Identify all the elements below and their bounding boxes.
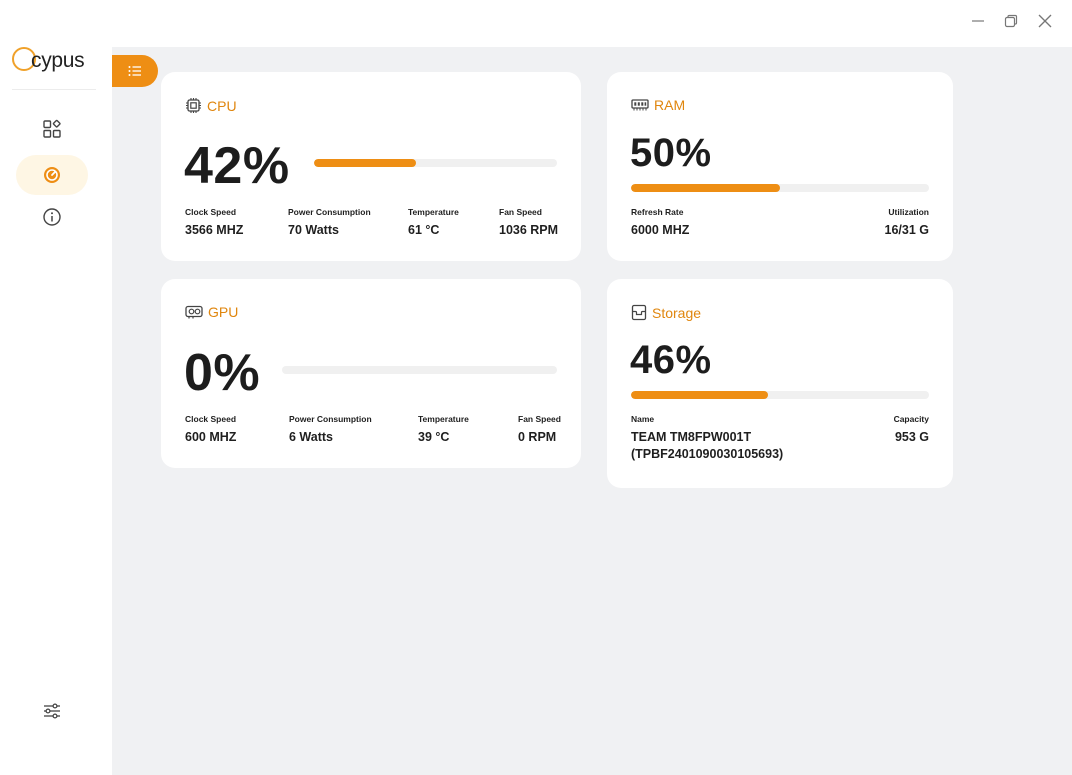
cpu-stat-clock-speed: Clock Speed 3566 MHZ (185, 207, 243, 239)
cpu-usage-bar (314, 159, 557, 167)
sidebar-item-dashboard[interactable] (16, 109, 88, 149)
gpu-card-icon (185, 305, 203, 319)
ram-usage-percent: 50% (630, 131, 712, 175)
cpu-stat-fan-speed: Fan Speed 1036 RPM (499, 207, 558, 239)
ram-title: RAM (654, 97, 686, 113)
ram-stat-refresh-rate: Refresh Rate 6000 MHZ (631, 207, 689, 239)
cpu-card: CPU 42% Clock Speed 3566 MHZ Power Consu… (161, 72, 581, 261)
settings-sliders-icon (44, 703, 60, 719)
app-logo: cypus (12, 44, 96, 74)
gpu-stat-power: Power Consumption 6 Watts (289, 414, 372, 446)
list-menu-icon (128, 66, 141, 76)
title-bar (0, 0, 1072, 47)
main-content: CPU 42% Clock Speed 3566 MHZ Power Consu… (112, 47, 1072, 775)
ram-module-icon (631, 99, 649, 111)
minimize-button[interactable] (963, 8, 993, 34)
close-icon (1038, 14, 1052, 28)
stat-label: Temperature (418, 414, 469, 424)
info-icon (43, 208, 61, 226)
cpu-chip-icon (186, 98, 201, 113)
ram-stat-utilization: Utilization 16/31 G (885, 207, 929, 239)
stat-value: 16/31 G (884, 223, 929, 237)
divider (12, 89, 96, 90)
stat-label: Clock Speed (185, 207, 237, 217)
storage-stat-name: Name TEAM TM8FPW001T (TPBF24010900301056… (631, 414, 783, 463)
ram-usage-bar (631, 184, 929, 192)
gpu-title: GPU (208, 304, 239, 320)
stat-value: 600 MHZ (185, 430, 237, 444)
gpu-stat-fan-speed: Fan Speed 0 RPM (518, 414, 561, 446)
stat-label: Power Consumption (289, 414, 372, 424)
storage-usage-bar (631, 391, 929, 399)
storage-card: Storage 46% Name TEAM TM8FPW001T (TPBF24… (607, 279, 953, 488)
restore-button[interactable] (996, 8, 1026, 34)
cpu-usage-bar-fill (314, 159, 417, 167)
stat-label: Temperature (408, 207, 459, 217)
storage-usage-bar-fill (631, 391, 769, 399)
gauge-icon (44, 167, 60, 183)
gpu-usage-percent: 0% (184, 344, 261, 402)
stat-label: Fan Speed (518, 414, 561, 424)
sidebar: cypus (0, 0, 112, 775)
restore-icon (1004, 14, 1018, 28)
stat-value: TEAM TM8FPW001T (631, 430, 752, 444)
sidebar-item-info[interactable] (16, 197, 88, 237)
minimize-icon (972, 20, 984, 22)
storage-stat-capacity: Capacity 953 G (894, 414, 929, 446)
cpu-stat-temperature: Temperature 61 °C (408, 207, 459, 239)
stat-value-detail: (TPBF2401090030105693) (631, 447, 784, 461)
storage-usage-percent: 46% (630, 338, 712, 382)
ram-card: RAM 50% Refresh Rate 6000 MHZ Utilizatio… (607, 72, 953, 261)
close-button[interactable] (1030, 8, 1060, 34)
stat-value: 0 RPM (518, 430, 557, 444)
storage-drive-icon (631, 304, 647, 321)
stat-value: 6 Watts (289, 430, 333, 444)
gpu-card: GPU 0% Clock Speed 600 MHZ Power Consump… (161, 279, 581, 468)
stat-label: Utilization (888, 207, 929, 217)
dashboard-icon (43, 119, 61, 138)
menu-toggle-button[interactable] (112, 55, 158, 87)
stat-value: 39 °C (418, 430, 450, 444)
gpu-usage-bar (282, 366, 557, 374)
sidebar-item-monitor[interactable] (16, 155, 88, 195)
stat-label: Refresh Rate (631, 207, 684, 217)
ram-usage-bar-fill (631, 184, 780, 192)
logo-text: cypus (31, 49, 85, 72)
stat-value: 953 G (894, 430, 929, 444)
cpu-title: CPU (207, 97, 237, 114)
stat-label: Name (631, 414, 655, 424)
stat-label: Fan Speed (499, 207, 542, 217)
settings-button[interactable] (16, 691, 88, 731)
stat-value: 6000 MHZ (631, 223, 690, 237)
stat-label: Capacity (893, 414, 929, 424)
stat-value: 3566 MHZ (185, 223, 244, 237)
gpu-stat-temperature: Temperature 39 °C (418, 414, 469, 446)
stat-label: Power Consumption (288, 207, 371, 217)
cpu-usage-percent: 42% (184, 137, 290, 195)
logo-ring-icon (12, 47, 36, 71)
stat-value: 61 °C (408, 223, 440, 237)
stat-value: 70 Watts (288, 223, 339, 237)
gpu-stat-clock-speed: Clock Speed 600 MHZ (185, 414, 236, 446)
storage-title: Storage (652, 304, 702, 321)
stat-label: Clock Speed (185, 414, 237, 424)
stat-value: 1036 RPM (499, 223, 559, 237)
cpu-stat-power: Power Consumption 70 Watts (288, 207, 371, 239)
